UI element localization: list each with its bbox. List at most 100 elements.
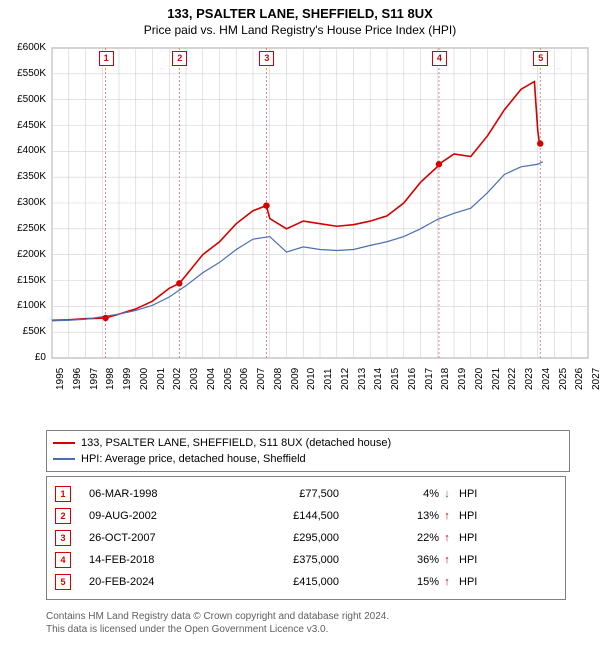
x-tick-label: 2012 (340, 368, 351, 390)
y-tick-label: £600K (10, 42, 46, 53)
sale-date: 09-AUG-2002 (89, 510, 229, 522)
y-tick-label: £400K (10, 145, 46, 156)
x-tick-label: 1999 (122, 368, 133, 390)
x-tick-label: 2025 (558, 368, 569, 390)
sale-price: £77,500 (229, 488, 339, 500)
y-tick-label: £300K (10, 197, 46, 208)
legend-swatch (53, 458, 75, 460)
chart-legend: 133, PSALTER LANE, SHEFFIELD, S11 8UX (d… (46, 430, 570, 472)
y-tick-label: £250K (10, 223, 46, 234)
x-tick-label: 2001 (156, 368, 167, 390)
x-tick-label: 2018 (440, 368, 451, 390)
legend-row: HPI: Average price, detached house, Shef… (53, 451, 563, 467)
x-tick-label: 2022 (507, 368, 518, 390)
x-tick-label: 2000 (139, 368, 150, 390)
x-tick-label: 2026 (574, 368, 585, 390)
sales-table: 106-MAR-1998£77,5004%↓HPI209-AUG-2002£14… (46, 476, 566, 600)
sale-pct: 15% (339, 576, 439, 588)
sale-hpi-label: HPI (455, 532, 477, 544)
x-tick-label: 2007 (256, 368, 267, 390)
y-tick-label: £350K (10, 171, 46, 182)
sale-row: 5 20-FEB-2024£415,00015%↑HPI (51, 571, 561, 593)
y-tick-label: £550K (10, 68, 46, 79)
y-tick-label: £200K (10, 249, 46, 260)
sale-number-box: 4 (55, 552, 71, 568)
x-tick-label: 2017 (424, 368, 435, 390)
sale-pct: 4% (339, 488, 439, 500)
legend-label: 133, PSALTER LANE, SHEFFIELD, S11 8UX (d… (81, 437, 391, 449)
x-tick-label: 2002 (172, 368, 183, 390)
sale-direction-icon: ↑ (439, 576, 455, 588)
sale-marker-box: 5 (533, 51, 548, 66)
sale-direction-icon: ↑ (439, 532, 455, 544)
x-tick-label: 2013 (357, 368, 368, 390)
sale-row: 2 09-AUG-2002£144,50013%↑HPI (51, 505, 561, 527)
sale-pct: 36% (339, 554, 439, 566)
sale-marker-box: 2 (172, 51, 187, 66)
y-tick-label: £450K (10, 120, 46, 131)
sale-number-box: 1 (55, 486, 71, 502)
x-tick-label: 2006 (239, 368, 250, 390)
footer-line-1: Contains HM Land Registry data © Crown c… (46, 610, 556, 623)
sale-hpi-label: HPI (455, 488, 477, 500)
x-tick-label: 2010 (306, 368, 317, 390)
x-tick-label: 2004 (206, 368, 217, 390)
sale-price: £295,000 (229, 532, 339, 544)
y-tick-label: £500K (10, 94, 46, 105)
sale-direction-icon: ↓ (439, 488, 455, 500)
legend-label: HPI: Average price, detached house, Shef… (81, 453, 306, 465)
x-tick-label: 1995 (55, 368, 66, 390)
sale-row: 3 26-OCT-2007£295,00022%↑HPI (51, 527, 561, 549)
x-tick-label: 2009 (290, 368, 301, 390)
y-tick-label: £150K (10, 275, 46, 286)
x-tick-label: 2005 (223, 368, 234, 390)
sale-row: 1 06-MAR-1998£77,5004%↓HPI (51, 483, 561, 505)
sale-date: 06-MAR-1998 (89, 488, 229, 500)
chart-title: 133, PSALTER LANE, SHEFFIELD, S11 8UX (0, 0, 600, 21)
sale-date: 26-OCT-2007 (89, 532, 229, 544)
sale-row: 414-FEB-2018£375,00036%↑HPI (51, 549, 561, 571)
sale-date: 14-FEB-2018 (89, 554, 229, 566)
chart-subtitle: Price paid vs. HM Land Registry's House … (0, 21, 600, 39)
sale-number-box: 5 (55, 574, 71, 590)
line-chart-svg (8, 42, 592, 392)
x-tick-label: 1998 (105, 368, 116, 390)
x-tick-label: 2019 (457, 368, 468, 390)
sale-pct: 22% (339, 532, 439, 544)
y-tick-label: £50K (10, 326, 46, 337)
sale-hpi-label: HPI (455, 510, 477, 522)
sale-price: £415,000 (229, 576, 339, 588)
sale-number-box: 2 (55, 508, 71, 524)
legend-row: 133, PSALTER LANE, SHEFFIELD, S11 8UX (d… (53, 435, 563, 451)
x-tick-label: 1996 (72, 368, 83, 390)
legend-swatch (53, 442, 75, 444)
x-tick-label: 2003 (189, 368, 200, 390)
sale-marker-box: 3 (259, 51, 274, 66)
x-tick-label: 2020 (474, 368, 485, 390)
sale-direction-icon: ↑ (439, 554, 455, 566)
footer-line-2: This data is licensed under the Open Gov… (46, 623, 556, 636)
sale-pct: 13% (339, 510, 439, 522)
sale-hpi-label: HPI (455, 554, 477, 566)
footer-attribution: Contains HM Land Registry data © Crown c… (46, 610, 556, 636)
sale-marker-box: 4 (432, 51, 447, 66)
x-tick-label: 2008 (273, 368, 284, 390)
x-tick-label: 2014 (373, 368, 384, 390)
sale-price: £144,500 (229, 510, 339, 522)
sale-number-box: 3 (55, 530, 71, 546)
x-tick-label: 2021 (491, 368, 502, 390)
x-tick-label: 2016 (407, 368, 418, 390)
sale-marker-box: 1 (99, 51, 114, 66)
x-tick-label: 2027 (591, 368, 600, 390)
x-tick-label: 2011 (323, 368, 334, 390)
x-tick-label: 1997 (89, 368, 100, 390)
chart-area: £0 £50K £100K £150K £200K £250K £300K £350K £400… (8, 42, 592, 392)
y-tick-label: £100K (10, 300, 46, 311)
sale-direction-icon: ↑ (439, 510, 455, 522)
sale-hpi-label: HPI (455, 576, 477, 588)
x-tick-label: 2023 (524, 368, 535, 390)
y-tick-label: £0 (10, 352, 46, 363)
x-tick-label: 2024 (541, 368, 552, 390)
x-tick-label: 2015 (390, 368, 401, 390)
sale-date: 20-FEB-2024 (89, 576, 229, 588)
